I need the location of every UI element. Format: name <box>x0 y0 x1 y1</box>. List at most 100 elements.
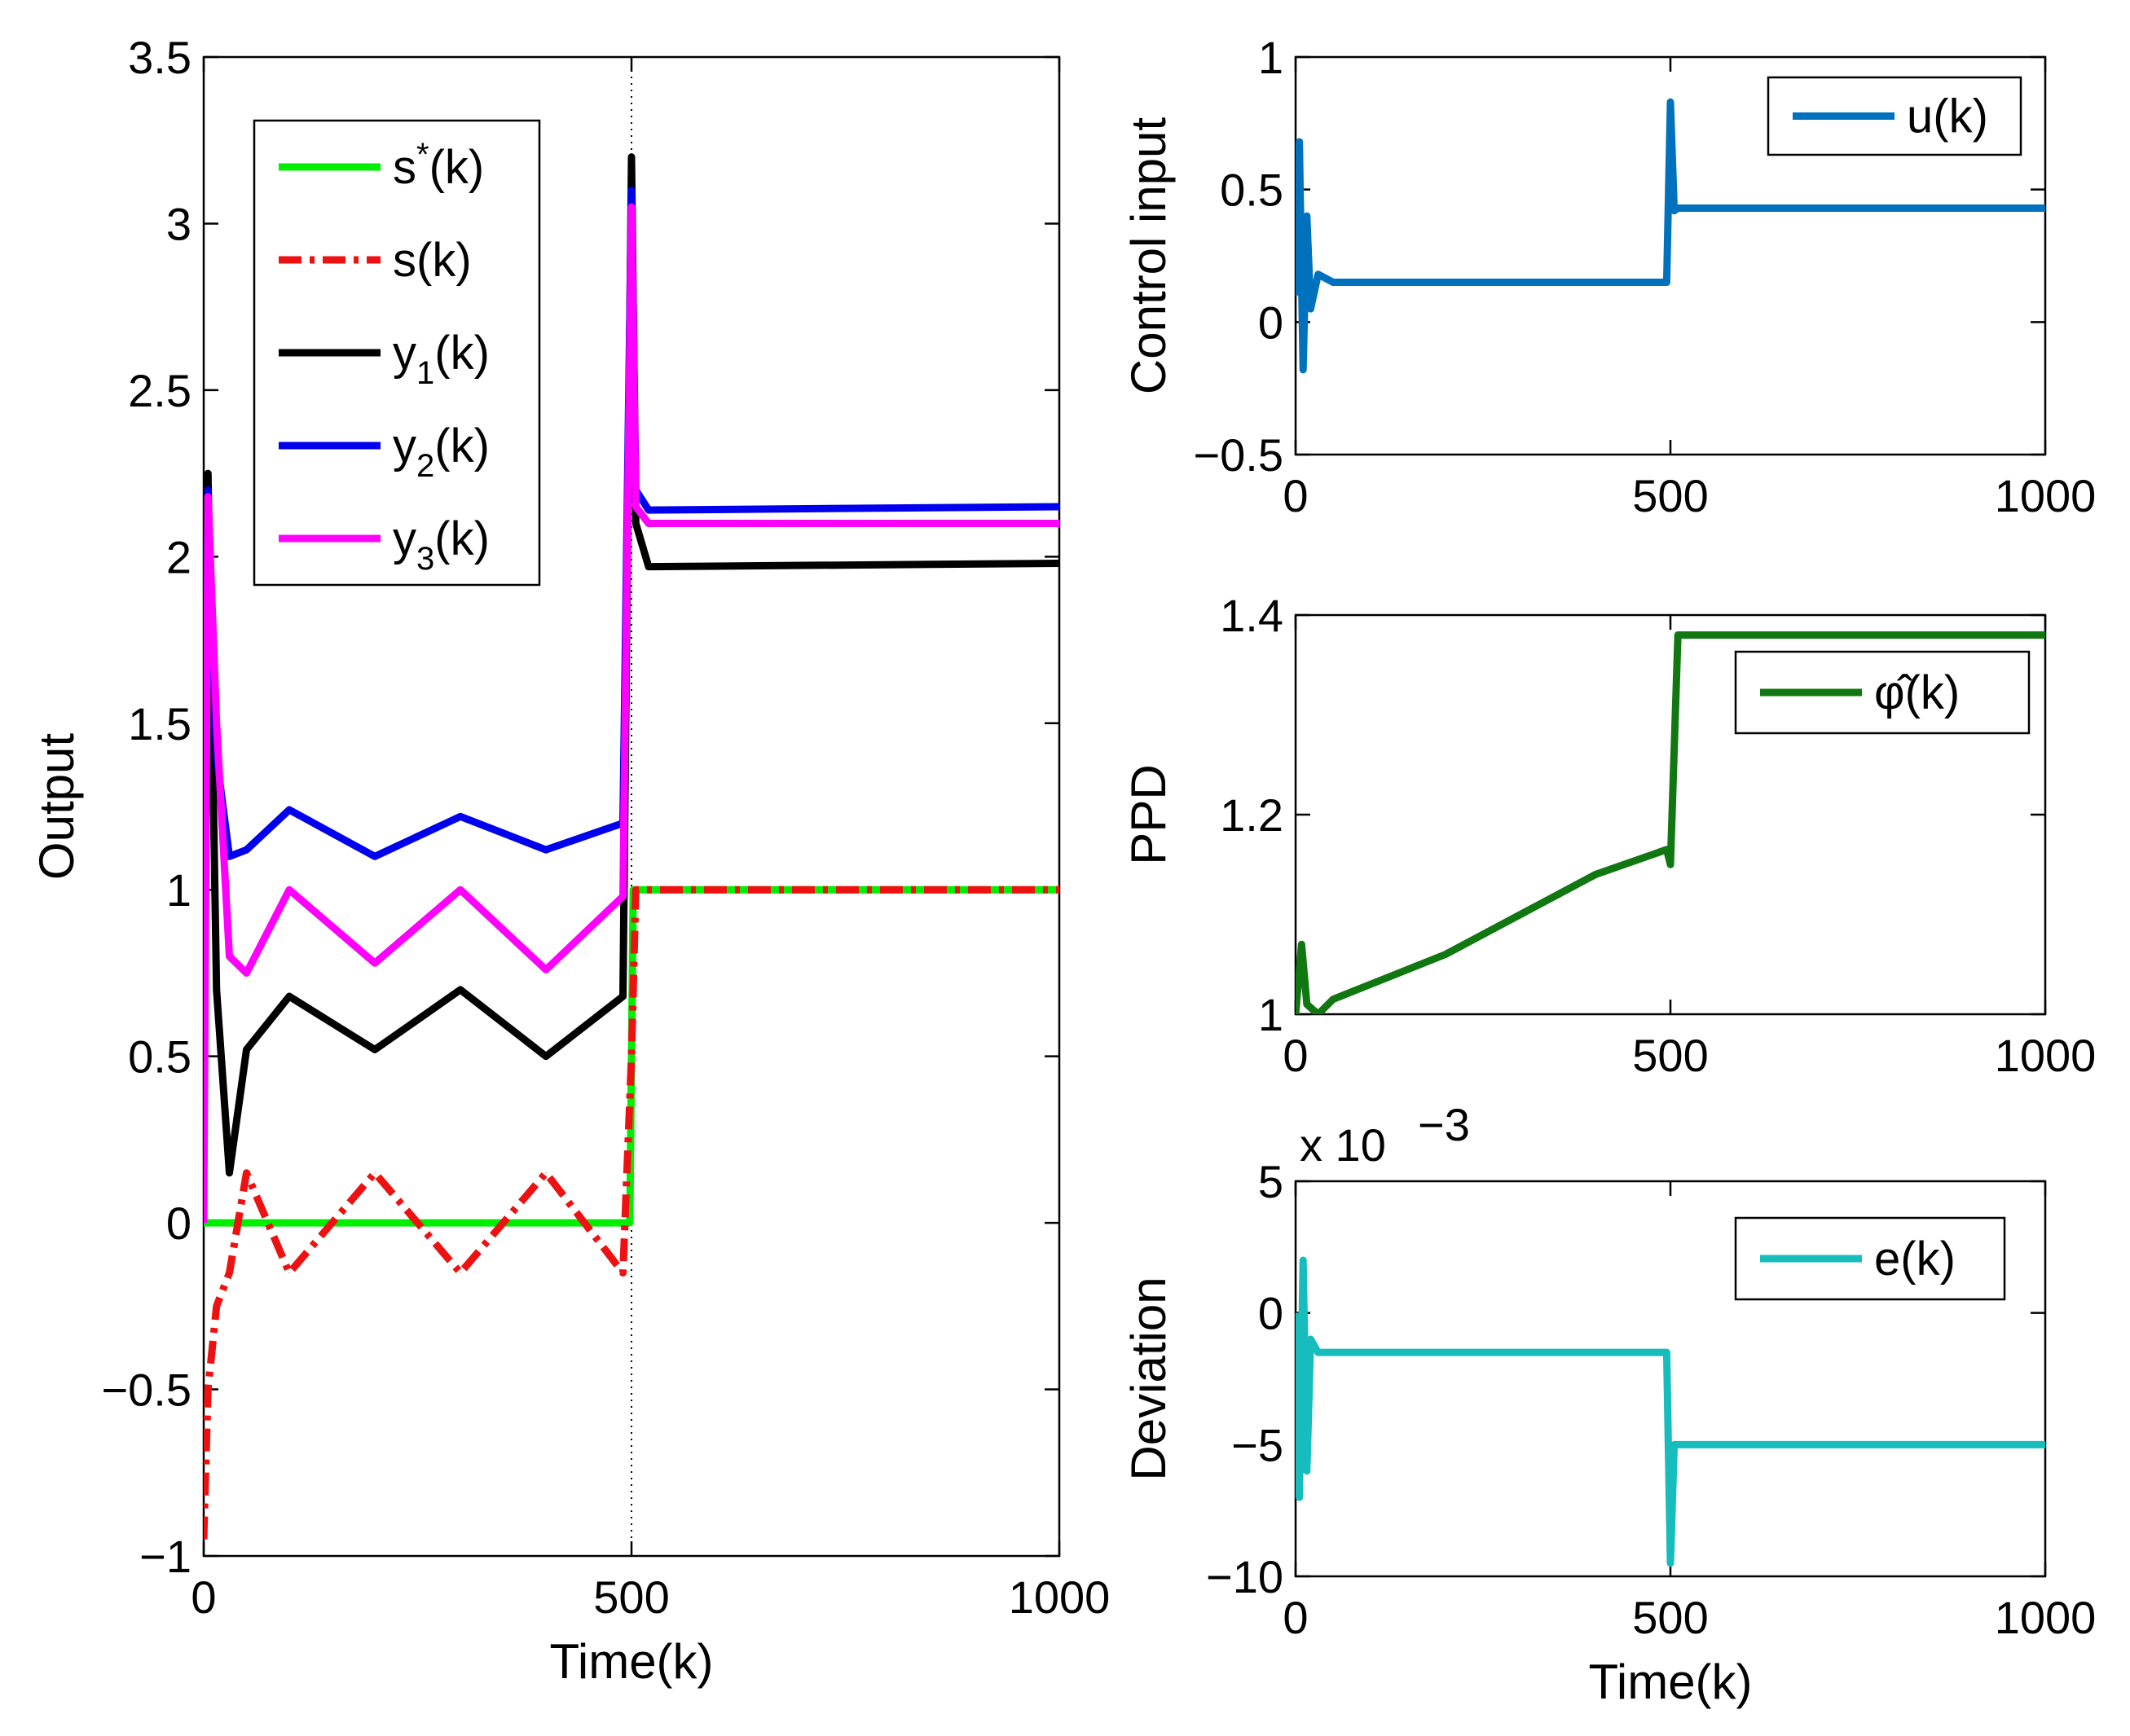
series-line-y3k <box>204 203 1059 1224</box>
data-point <box>1058 522 1059 524</box>
y-tick-label: 1 <box>166 864 191 916</box>
x-tick-label: 1000 <box>1995 1030 2097 1081</box>
legend-entry: u(k) <box>1907 90 1988 143</box>
y-tick-label: −1 <box>139 1531 191 1582</box>
y-tick-label: 0 <box>166 1198 191 1249</box>
legend: e(k) <box>1734 1216 2006 1301</box>
data-point <box>1666 1351 1667 1353</box>
data-point <box>1674 1444 1675 1445</box>
data-point <box>229 1222 230 1224</box>
data-point <box>2044 207 2045 209</box>
y-tick-label: 1 <box>1258 989 1283 1040</box>
legend-box <box>1734 1216 2006 1301</box>
data-point <box>288 809 290 811</box>
data-point <box>229 1272 230 1273</box>
data-point <box>246 1048 247 1050</box>
data-point <box>545 1056 547 1057</box>
data-point <box>1306 1470 1308 1472</box>
exponent-label: x 10 <box>1300 1119 1386 1171</box>
data-point <box>1306 215 1308 217</box>
x-axis-label: Time(k) <box>549 1634 713 1689</box>
y-axis-label: Control input <box>1121 117 1176 395</box>
data-point <box>1666 849 1667 850</box>
y-axis-label: PPD <box>1121 764 1176 864</box>
data-point <box>288 1272 290 1273</box>
data-point <box>1595 1351 1596 1353</box>
legend-entry: y2(k) <box>393 420 490 484</box>
x-tick-label: 0 <box>1283 1030 1308 1081</box>
data-point <box>207 1389 209 1391</box>
data-point <box>1670 1562 1671 1564</box>
data-point <box>1677 207 1679 209</box>
data-point <box>629 1222 631 1224</box>
x-tick-label: 500 <box>593 1571 669 1623</box>
chart-output: 0 500 1000 −1 −0.5 0 0.5 1 1.5 2 2.5 3 3.5 Time(k) Out… <box>29 32 1110 1689</box>
data-point <box>207 496 209 498</box>
data-point <box>1332 282 1334 283</box>
x-tick-label: 0 <box>191 1571 216 1623</box>
data-point <box>207 472 209 474</box>
data-point <box>374 855 376 857</box>
y-tick-label: 2.5 <box>128 365 191 416</box>
y-tick-label: 0.5 <box>128 1031 191 1083</box>
x-tick-label: 1000 <box>1995 470 2097 521</box>
exponent-power: −3 <box>1418 1099 1470 1150</box>
plot-area <box>1296 98 2045 374</box>
x-tick-label: 500 <box>1632 470 1708 521</box>
legend-entry: y3(k) <box>393 512 490 577</box>
x-axis-label: Time(k) <box>1588 1655 1752 1709</box>
plot-area <box>1296 631 2045 1014</box>
y-tick-label: −0.5 <box>101 1365 191 1416</box>
data-point <box>460 989 461 991</box>
legend: s*(k) s(k) y1(k) y2(k) y3(k) <box>253 119 541 587</box>
data-point <box>1595 874 1596 875</box>
y-tick-label: 0.5 <box>1220 165 1283 216</box>
y-tick-label: 5 <box>1258 1156 1283 1207</box>
data-point <box>229 956 230 957</box>
legend-entry: s(k) <box>393 234 472 287</box>
data-point <box>1595 282 1596 283</box>
data-point <box>1520 282 1521 283</box>
legend-entry: e(k) <box>1874 1233 1956 1286</box>
y-tick-label: 2 <box>166 531 191 582</box>
y-tick-label: 1.2 <box>1220 789 1283 841</box>
data-point <box>1058 506 1059 508</box>
data-point <box>1666 282 1667 283</box>
y-tick-label: 1.5 <box>128 698 191 749</box>
data-point <box>1332 1351 1334 1353</box>
data-point <box>1299 1496 1300 1498</box>
data-point <box>374 1048 376 1050</box>
y-tick-label: 1.4 <box>1220 590 1283 641</box>
data-point <box>460 1272 461 1273</box>
data-point <box>545 969 547 970</box>
y-axis-label: Deviation <box>1121 1277 1176 1480</box>
data-point <box>1300 943 1302 945</box>
data-point <box>1332 999 1334 1000</box>
data-point <box>1302 369 1304 371</box>
data-point <box>229 1172 230 1174</box>
series-line-uk <box>1296 98 2045 374</box>
x-tick-label: 0 <box>1283 1592 1308 1643</box>
legend: φ̂(k) <box>1734 650 2031 735</box>
data-point <box>1677 1444 1679 1445</box>
chart-ppd: 0 500 1000 1 1.2 1.4 PPD φ̂(k) <box>1121 590 2096 1081</box>
x-tick-label: 0 <box>1283 470 1308 521</box>
data-point <box>1674 210 1675 212</box>
data-point <box>1520 914 1521 915</box>
data-point <box>288 995 290 997</box>
y-tick-label: 0 <box>1258 297 1283 348</box>
legend-entry: s*(k) <box>393 137 484 194</box>
data-point <box>1670 101 1671 103</box>
data-point <box>204 1222 205 1224</box>
x-tick-label: 1000 <box>1009 1571 1111 1623</box>
legend-entry: φ̂(k) <box>1874 666 1960 719</box>
x-tick-label: 500 <box>1632 1592 1708 1643</box>
plot-area <box>204 153 1059 1540</box>
y-tick-label: 3 <box>166 198 191 249</box>
data-point <box>246 1172 247 1174</box>
y-tick-label: 1 <box>1258 32 1283 83</box>
data-point <box>216 1305 218 1307</box>
y-tick-label: −0.5 <box>1193 429 1283 481</box>
